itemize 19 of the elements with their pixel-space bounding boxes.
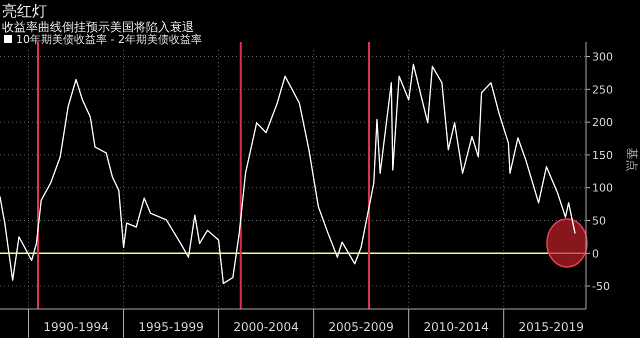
chart-subtitle: 收益率曲线倒挂预示美国将陷入衰退	[2, 20, 194, 34]
y-tick-label: 300	[592, 50, 613, 64]
line-series	[0, 64, 576, 284]
y-axis-title: 基点	[625, 148, 639, 172]
x-tick-label: 1995-1999	[138, 320, 204, 334]
y-tick-label: 100	[592, 182, 613, 195]
legend-label: 10年期美债收益率 - 2年期美债收益率	[16, 33, 202, 46]
y-tick-label: 200	[592, 116, 613, 130]
y-tick-label: 0	[592, 247, 599, 260]
x-tick-label: 2000-2004	[233, 320, 299, 334]
y-tick-label: 250	[592, 83, 613, 96]
y-tick-label: 50	[592, 214, 606, 228]
y-tick-label: -50	[592, 280, 610, 294]
x-tick-label: 2005-2009	[328, 320, 394, 334]
chart-title: 亮红灯	[2, 2, 47, 20]
x-tick-label: 2010-2014	[423, 320, 489, 334]
x-tick-label: 2015-2019	[518, 320, 584, 334]
y-tick-label: 150	[592, 148, 613, 162]
x-tick-label: 1990-1994	[43, 320, 109, 334]
